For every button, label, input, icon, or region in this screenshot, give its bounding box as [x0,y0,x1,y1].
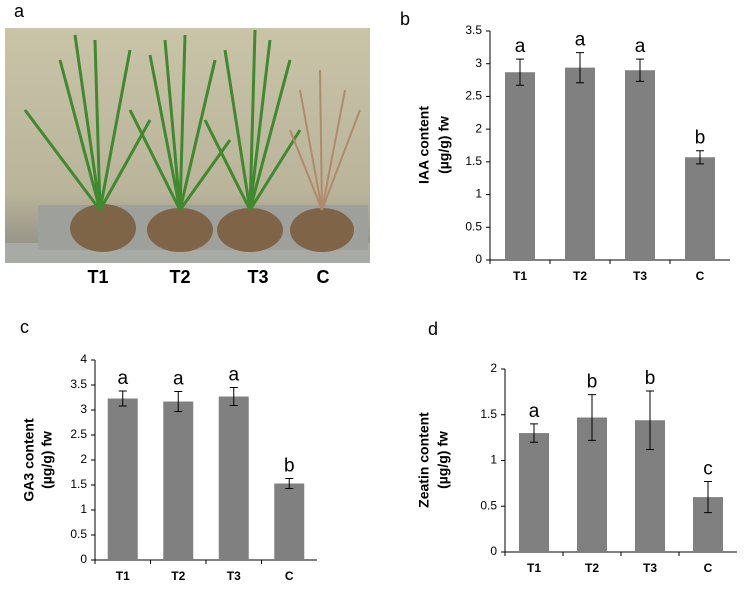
y-axis-label: (µg/g) fw [435,431,451,489]
x-tick-label: C [285,569,294,583]
y-axis-label: IAA content [416,106,432,184]
x-tick-label: T1 [527,561,541,575]
y-tick-label: 3.5 [465,23,482,37]
y-tick-label: 0 [490,544,497,558]
x-tick-label: C [696,269,705,283]
x-tick-label: T3 [643,561,657,575]
bar [107,398,138,560]
y-tick-label: 1 [475,187,482,201]
significance-letter: b [284,456,295,477]
error-bar [229,387,238,406]
y-tick-label: 0.5 [70,527,87,541]
bar [519,433,549,552]
y-tick-label: 2.5 [70,427,87,441]
photo [5,28,370,263]
y-axis-label: (µg/g) fw [436,116,452,174]
photo-label: T3 [247,267,268,287]
bar [625,70,655,260]
error-bar [118,390,127,407]
significance-letter: a [575,30,586,51]
bar [565,67,595,260]
y-tick-label: 3 [80,402,87,416]
photo-label: T1 [87,267,108,287]
x-tick-label: C [704,561,713,575]
error-bar [588,394,596,441]
y-tick-label: 1.5 [480,407,497,421]
y-axis-label: GA3 content [21,418,37,502]
significance-letter: a [635,36,646,57]
bar [163,401,194,560]
photo-label: C [317,267,330,287]
x-tick-label: T3 [227,569,241,583]
y-axis-label: Zeatin content [416,412,432,508]
y-tick-label: 2 [80,452,87,466]
bar [218,396,249,560]
significance-letter: a [515,36,526,57]
x-tick-label: T2 [573,269,587,283]
x-tick-label: T2 [585,561,599,575]
y-tick-label: 1.5 [465,154,482,168]
error-bar [174,391,183,412]
significance-letter: b [587,372,598,393]
significance-letter: a [529,401,540,422]
error-bar [530,423,538,443]
significance-letter: a [173,369,184,390]
photo-label: T2 [169,267,190,287]
bar [505,72,535,260]
y-tick-label: 1.5 [70,477,87,491]
error-bar [516,58,524,86]
x-tick-label: T1 [116,569,130,583]
y-tick-label: 0.5 [465,219,482,233]
error-bar [704,481,712,514]
x-tick-label: T2 [171,569,185,583]
x-tick-label: T3 [633,269,647,283]
y-tick-label: 0.5 [480,498,497,512]
error-bar [646,390,654,451]
panel-label: d [428,319,438,339]
panel-label: a [14,1,25,21]
panel-label: b [400,9,410,29]
error-bar [696,150,704,165]
y-tick-label: 1 [490,453,497,467]
y-tick-label: 1 [80,502,87,516]
y-tick-label: 0 [475,252,482,266]
y-tick-label: 2.5 [465,89,482,103]
x-tick-label: T1 [513,269,527,283]
significance-letter: b [645,368,656,389]
error-bar [636,58,644,82]
y-tick-label: 3 [475,56,482,70]
bar [685,157,715,260]
y-axis-label: (µg/g) fw [39,431,55,489]
panel-label: c [20,317,29,337]
y-tick-label: 4 [80,352,87,366]
error-bar [576,52,584,84]
y-tick-label: 2 [490,361,497,375]
error-bar [285,478,294,489]
significance-letter: a [117,368,128,389]
bar [274,483,305,560]
y-tick-label: 2 [475,121,482,135]
y-tick-label: 0 [80,552,87,566]
y-tick-label: 3.5 [70,377,87,391]
significance-letter: c [703,459,713,480]
significance-letter: b [695,128,706,149]
significance-letter: a [228,365,239,386]
